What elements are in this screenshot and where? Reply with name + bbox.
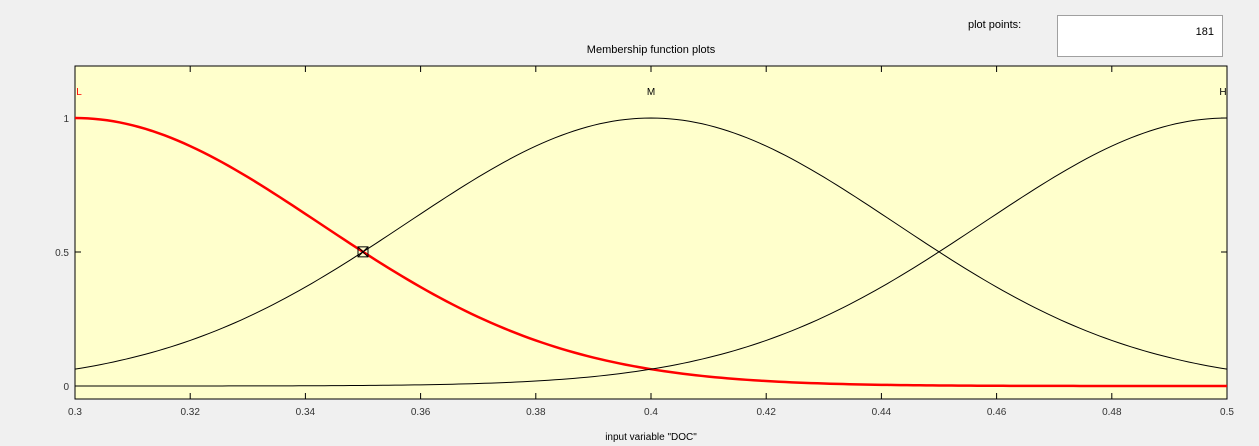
mf-label-l[interactable]: L [76, 87, 82, 98]
y-tick-label: 0.5 [55, 248, 69, 259]
x-tick-label: 0.36 [411, 407, 431, 418]
x-tick-label: 0.3 [68, 407, 82, 418]
mf-curve-h[interactable] [75, 117, 1228, 387]
x-tick-label: 0.42 [756, 407, 776, 418]
selection-handle-cross [357, 246, 369, 258]
plot-title: Membership function plots [586, 44, 716, 56]
x-tick-label: 0.48 [1102, 407, 1122, 418]
plot-points-label: plot points: [968, 19, 1022, 31]
x-tick-label: 0.38 [526, 407, 546, 418]
y-tick-label: 1 [63, 114, 69, 125]
mf-label-m[interactable]: M [647, 87, 655, 98]
mf-label-h[interactable]: H [1219, 87, 1226, 98]
mf-curve-m[interactable] [74, 117, 1228, 370]
x-tick-label: 0.34 [296, 407, 316, 418]
x-tick-label: 0.4 [644, 407, 658, 418]
plot-area[interactable] [74, 65, 1228, 400]
x-tick-label: 0.44 [872, 407, 892, 418]
plot-points-input[interactable] [1057, 15, 1223, 57]
x-tick-label: 0.5 [1220, 407, 1234, 418]
x-axis-label: input variable "DOC" [605, 432, 697, 443]
selection-handle[interactable] [357, 246, 369, 258]
x-tick-label: 0.32 [180, 407, 200, 418]
y-tick-label: 0 [63, 382, 69, 393]
x-tick-label: 0.46 [987, 407, 1007, 418]
